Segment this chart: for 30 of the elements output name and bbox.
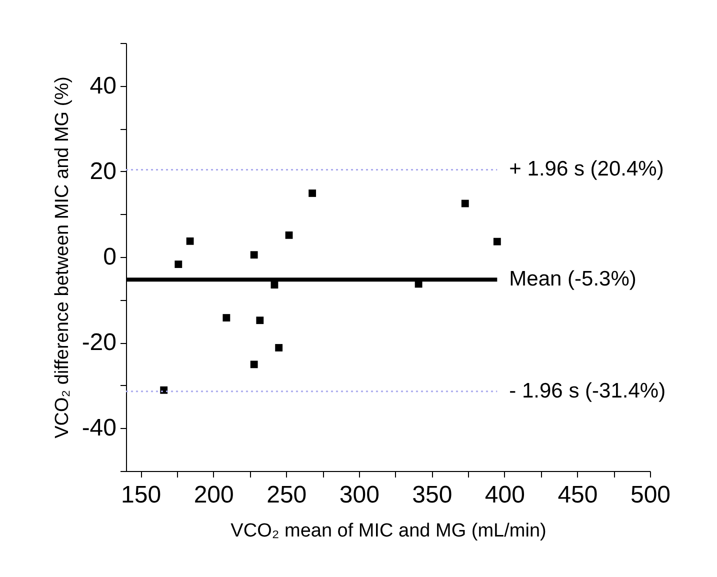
ref-line-label: - 1.96 s (-31.4%)	[509, 379, 666, 402]
ref-line-label: + 1.96 s (20.4%)	[509, 158, 664, 181]
point	[285, 231, 293, 239]
point	[250, 360, 258, 368]
point	[160, 386, 168, 394]
y-tick-label: 20	[90, 158, 116, 185]
point	[186, 237, 194, 245]
x-axis-title: VCO₂ mean of MIC and MG (mL/min)	[230, 520, 546, 542]
point	[222, 314, 230, 322]
x-tick-label: 450	[558, 482, 598, 508]
point	[256, 316, 264, 324]
ref-line-label: Mean (-5.3%)	[509, 268, 636, 291]
x-tick-label: 500	[630, 482, 671, 508]
point	[308, 190, 316, 197]
y-tick-label: -40	[82, 414, 116, 442]
x-tick-label: 150	[121, 482, 162, 508]
point	[493, 238, 501, 246]
point	[461, 200, 469, 208]
x-tick-label: 250	[266, 482, 307, 508]
y-tick-label: -20	[82, 329, 116, 356]
x-tick-label: 350	[412, 482, 452, 508]
y-axis-title: VCO₂ difference between MIC and MG (%)	[52, 76, 73, 438]
y-tick-label: 0	[103, 244, 116, 270]
point	[174, 260, 182, 268]
y-tick-label: 40	[90, 72, 116, 100]
x-tick-label: 300	[339, 482, 380, 508]
point	[250, 251, 258, 259]
x-tick-label: 200	[194, 482, 234, 508]
x-tick-label: 400	[484, 482, 525, 508]
point	[275, 344, 283, 352]
